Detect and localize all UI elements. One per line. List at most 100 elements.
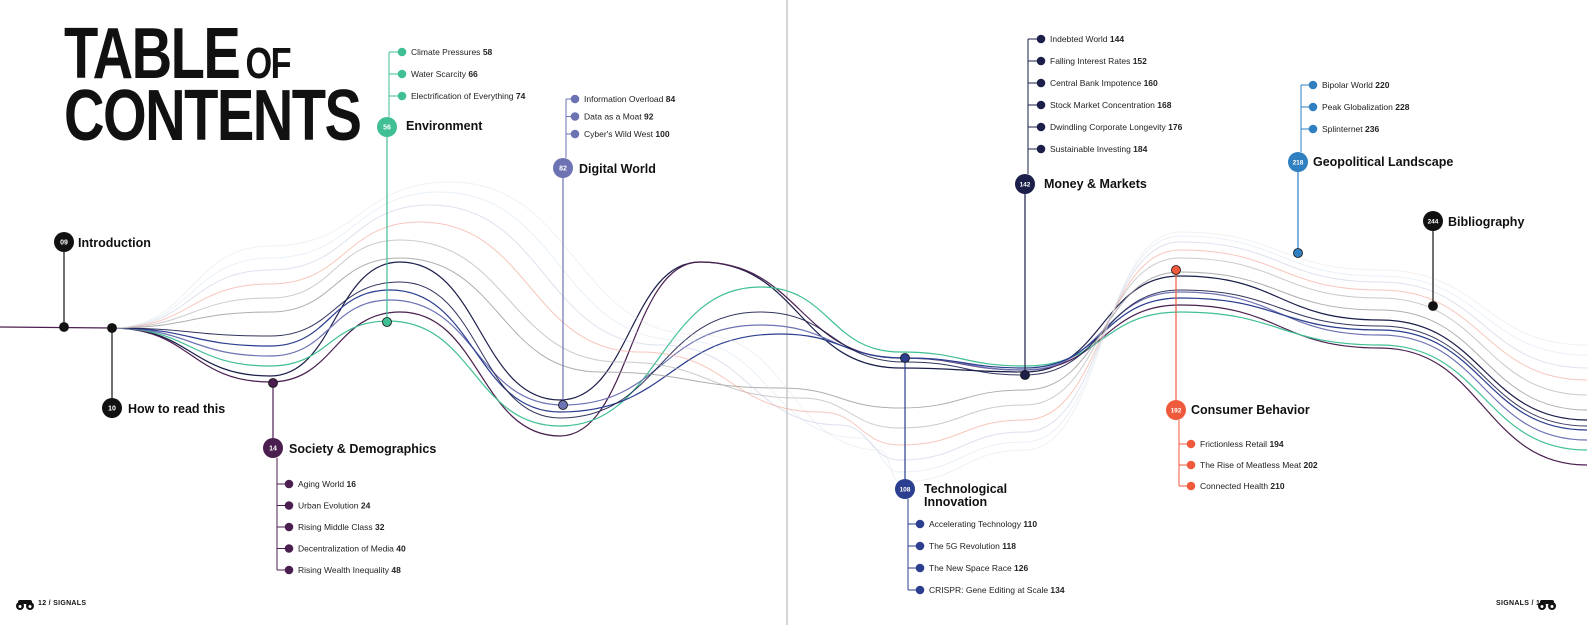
bibliography-curve-dot [1428,301,1438,311]
money-curve-dot [1020,370,1030,380]
wave-line-2 [111,286,1587,451]
toc-item-page: 236 [1365,124,1379,134]
toc-item-label: Stock Market Concentration 168 [1050,100,1172,110]
binoculars-icon-right [1538,600,1556,610]
toc-item-environment-0[interactable]: Climate Pressures 58 [389,47,493,57]
page-badge-number: 09 [60,240,68,247]
wave-line-10 [111,191,1587,473]
toc-section-technology[interactable]: Accelerating Technology 110 The 5G Revolu… [895,353,1065,596]
toc-item-digital-1[interactable]: Data as a Moat 92 [566,112,654,122]
toc-item-geopolitical-0[interactable]: Bipolar World 220 [1301,80,1390,90]
toc-item-consumer-2[interactable]: Connected Health 210 [1179,481,1285,491]
toc-item-label: Splinternet 236 [1322,124,1379,134]
toc-item-title: Information Overload [584,94,666,104]
toc-item-label: Aging World 16 [298,479,356,489]
environment-page-badge: 56 [377,117,397,137]
section-title: Geopolitical Landscape [1313,155,1453,169]
toc-item-money-2[interactable]: Central Bank Impotence 160 [1028,78,1158,88]
toc-item-title: The New Space Race [929,563,1014,573]
toc-section-consumer[interactable]: Frictionless Retail 194 The Rise of Meatl… [1166,265,1318,492]
toc-section-money[interactable]: Indebted World 144 Falling Interest Rates… [1015,34,1183,380]
toc-item-label: Accelerating Technology 110 [929,519,1037,529]
toc-item-digital-0[interactable]: Information Overload 84 [566,94,675,104]
toc-item-environment-2[interactable]: Electrification of Everything 74 [389,91,526,101]
society-curve-dot [268,378,278,388]
toc-item-title: Dwindling Corporate Longevity [1050,122,1168,132]
toc-item-dot [915,563,925,573]
toc-item-page: 74 [516,91,526,101]
toc-item-page: 40 [396,544,406,554]
toc-item-technology-0[interactable]: Accelerating Technology 110 [908,519,1037,529]
toc-item-dot [284,479,294,489]
wave-line-8 [111,221,1587,446]
toc-section-environment[interactable]: Climate Pressures 58 Water Scarcity 66 Ele… [377,47,526,327]
section-title: Digital World [579,162,656,176]
toc-item-dot [284,501,294,510]
page-badge-number: 82 [559,166,567,173]
toc-item-title: Cyber's Wild West [584,129,655,139]
toc-item-society-0[interactable]: Aging World 16 [277,479,356,489]
page-badge-number: 10 [108,406,116,413]
toc-item-page: 160 [1144,78,1158,88]
toc-section-read[interactable]: 10 How to read this [102,323,225,419]
toc-section-intro[interactable]: 09 Introduction [54,232,151,332]
toc-section-bibliography[interactable]: 244 Bibliography [1423,211,1524,311]
toc-item-geopolitical-2[interactable]: Splinternet 236 [1301,124,1379,134]
toc-item-environment-1[interactable]: Water Scarcity 66 [389,69,478,79]
toc-item-digital-2[interactable]: Cyber's Wild West 100 [566,129,670,139]
toc-item-page: 16 [347,479,357,489]
toc-item-technology-1[interactable]: The 5G Revolution 118 [908,541,1016,551]
page-badge-circle [1166,400,1186,420]
toc-item-label: Electrification of Everything 74 [411,91,526,101]
toc-item-money-1[interactable]: Falling Interest Rates 152 [1028,56,1147,66]
toc-item-money-0[interactable]: Indebted World 144 [1028,34,1124,44]
toc-item-label: The New Space Race 126 [929,563,1029,573]
read-page-badge: 10 [102,398,122,418]
toc-item-dot [1308,102,1318,112]
toc-item-page: 92 [644,112,654,122]
toc-item-consumer-1[interactable]: The Rise of Meatless Meat 202 [1179,460,1318,470]
toc-item-dot [915,585,925,595]
toc-item-dot [570,129,580,139]
toc-item-geopolitical-1[interactable]: Peak Globalization 228 [1301,102,1410,112]
toc-item-dot [1186,439,1196,449]
section-title: Consumer Behavior [1191,403,1310,417]
toc-item-page: 24 [361,501,371,511]
toc-item-dot [1036,34,1046,44]
toc-item-technology-3[interactable]: CRISPR: Gene Editing at Scale 134 [908,585,1065,595]
toc-item-page: 220 [1375,80,1389,90]
binoculars-icon-left [16,600,34,610]
page-badge-circle [1423,211,1443,231]
toc-item-money-5[interactable]: Sustainable Investing 184 [1028,144,1148,154]
intro-page-badge: 09 [54,232,74,252]
toc-item-title: Bipolar World [1322,80,1375,90]
toc-section-geopolitical[interactable]: Bipolar World 220 Peak Globalization 228 S… [1288,80,1453,258]
page-badge-circle [102,398,122,418]
toc-item-page: 48 [391,565,401,575]
digital-curve-dot [558,400,568,410]
toc-item-society-2[interactable]: Rising Middle Class 32 [277,522,385,532]
toc-item-dot [1186,481,1196,491]
toc-item-money-3[interactable]: Stock Market Concentration 168 [1028,100,1172,110]
wave-line-4 [111,289,1587,431]
toc-item-title: Stock Market Concentration [1050,100,1157,110]
geopolitical-page-badge: 218 [1288,152,1308,172]
wave-line-1 [111,261,1587,466]
toc-item-page: 110 [1023,519,1037,529]
toc-item-page: 184 [1133,144,1147,154]
toc-item-society-1[interactable]: Urban Evolution 24 [277,501,371,511]
toc-item-dot [284,522,294,532]
toc-item-dot [1186,460,1196,470]
toc-item-label: Information Overload 84 [584,94,675,104]
toc-item-page: 152 [1133,56,1147,66]
toc-section-digital[interactable]: Information Overload 84 Data as a Moat 92… [553,94,675,410]
toc-item-label: Falling Interest Rates 152 [1050,56,1147,66]
toc-item-label: Peak Globalization 228 [1322,102,1410,112]
toc-item-consumer-0[interactable]: Frictionless Retail 194 [1179,439,1284,449]
toc-item-money-4[interactable]: Dwindling Corporate Longevity 176 [1028,122,1183,132]
toc-item-technology-2[interactable]: The New Space Race 126 [908,563,1029,573]
toc-item-society-4[interactable]: Rising Wealth Inequality 48 [277,565,401,575]
toc-section-society[interactable]: Aging World 16 Urban Evolution 24 Rising M… [263,378,436,576]
toc-item-society-3[interactable]: Decentralization of Media 40 [277,544,406,554]
toc-item-page: 194 [1269,439,1283,449]
